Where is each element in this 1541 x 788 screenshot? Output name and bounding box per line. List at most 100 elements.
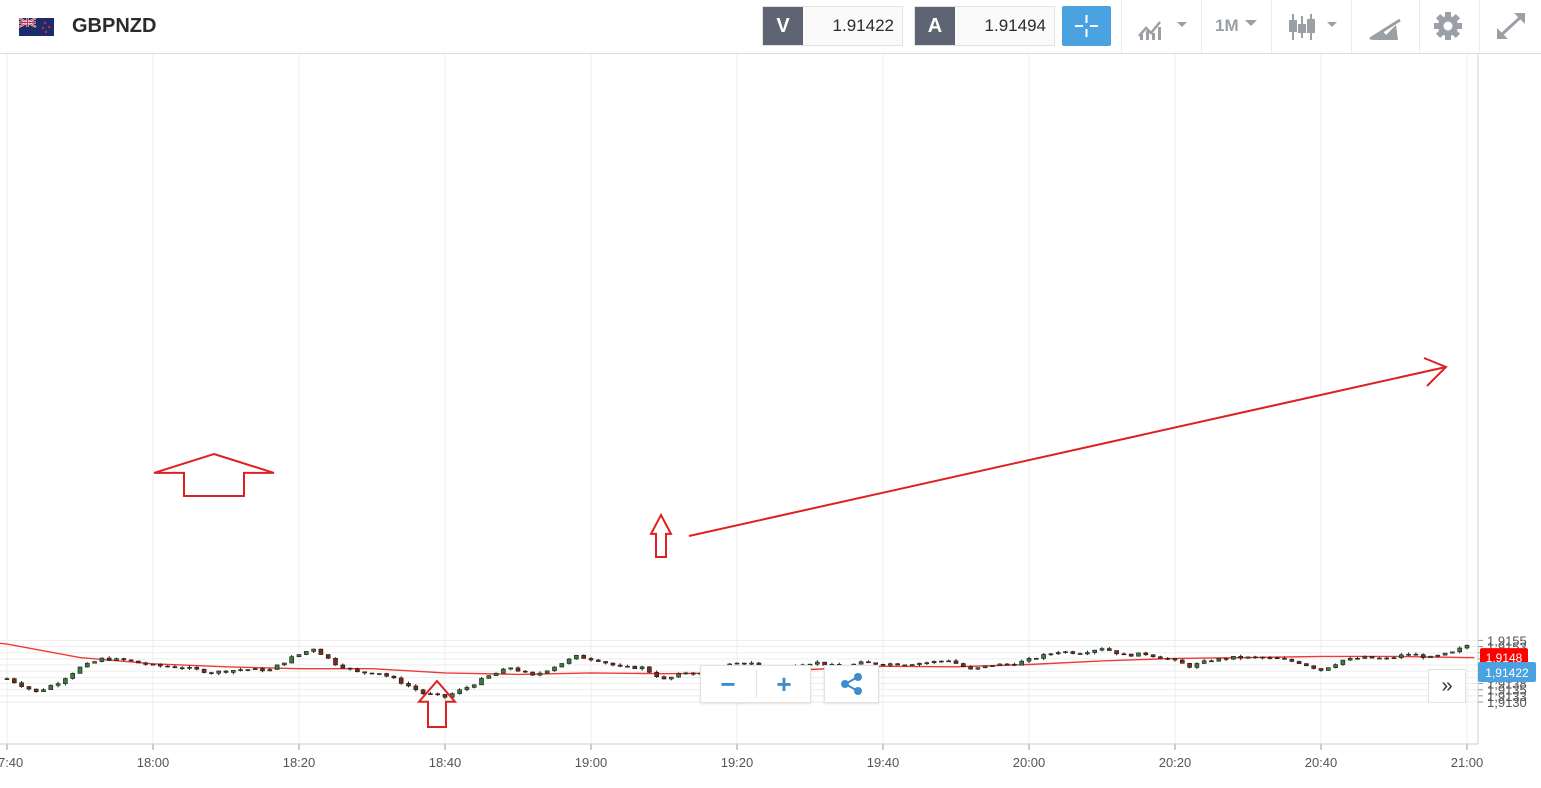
current-price-tag xyxy=(1478,661,1536,682)
bear-candle xyxy=(194,667,200,670)
bull-candle xyxy=(150,663,156,666)
bear-candle xyxy=(260,668,265,672)
price-label: 1,9130 xyxy=(1487,695,1527,710)
chart-type-button[interactable] xyxy=(1121,0,1201,53)
bear-candle xyxy=(442,694,448,698)
bear-candle xyxy=(362,671,368,674)
bear-candle xyxy=(1150,654,1156,658)
timeframe-label: 1M xyxy=(1215,16,1239,35)
bear-candle xyxy=(158,663,163,667)
bear-candle xyxy=(1274,657,1280,660)
bear-candle xyxy=(1143,652,1149,656)
bull-candle xyxy=(471,684,477,688)
sell-tag: V xyxy=(763,7,803,45)
bull-candle xyxy=(1267,657,1273,660)
bear-candle xyxy=(347,667,353,670)
bear-candle xyxy=(209,672,214,674)
ma-price-tag xyxy=(1480,648,1528,667)
bull-candle xyxy=(92,661,97,664)
drawing-icon xyxy=(1369,18,1401,41)
bull-candle xyxy=(1085,652,1090,655)
bull-candle xyxy=(566,658,572,664)
bear-candle xyxy=(165,665,170,668)
bear-candle xyxy=(515,667,521,672)
zoom-in-button[interactable]: + xyxy=(776,669,792,699)
bear-candle xyxy=(895,663,900,666)
bear-candle xyxy=(522,670,528,673)
gear-icon xyxy=(1434,12,1462,40)
sell-quote-button[interactable]: V 1.91422 xyxy=(762,6,903,46)
bull-candle xyxy=(552,666,557,672)
expand-panel-button[interactable]: » xyxy=(1428,669,1466,703)
bull-candle xyxy=(668,676,674,680)
time-label: 20:40 xyxy=(1305,755,1338,770)
bull-candle xyxy=(282,662,287,666)
bull-candle xyxy=(749,662,754,665)
bear-candle xyxy=(172,666,178,669)
bear-candle xyxy=(1077,653,1083,655)
bull-candle xyxy=(493,672,499,676)
expand-icon xyxy=(1496,12,1526,40)
timeframe-select[interactable]: 1M xyxy=(1201,0,1271,53)
bull-candle xyxy=(997,663,1003,666)
share-button[interactable] xyxy=(824,665,879,703)
candles-icon xyxy=(1289,14,1337,40)
bull-candle xyxy=(1399,654,1404,658)
bear-candle xyxy=(340,664,346,669)
bull-candle xyxy=(1201,660,1207,664)
bear-candle xyxy=(398,677,404,684)
bear-candle xyxy=(1158,656,1163,659)
bear-candle xyxy=(1296,661,1302,664)
bear-candle xyxy=(617,664,623,667)
bear-candle xyxy=(873,662,879,665)
bull-candle xyxy=(639,666,645,670)
bull-candle xyxy=(939,660,944,663)
bull-candle xyxy=(1377,657,1382,660)
zoom-out-button[interactable]: − xyxy=(720,669,736,699)
bear-candle xyxy=(245,669,251,671)
bull-candle xyxy=(70,673,75,679)
fullscreen-button[interactable] xyxy=(1479,0,1541,53)
bear-candle xyxy=(318,648,324,655)
settings-button[interactable] xyxy=(1419,0,1479,53)
bear-candle xyxy=(1128,653,1134,657)
time-label: 19:40 xyxy=(867,755,900,770)
price-label: 1,9133 xyxy=(1487,689,1527,704)
line-chart-icon xyxy=(1138,21,1187,40)
buy-quote-button[interactable]: A 1.91494 xyxy=(914,6,1055,46)
drawing-annotations[interactable] xyxy=(153,357,1448,728)
chart-toolbar: GBPNZD V 1.91422 A 1.91494 1M xyxy=(0,0,1541,54)
bear-candle xyxy=(654,671,660,678)
bull-candle xyxy=(902,664,908,667)
price-label: 1,9135 xyxy=(1487,683,1527,698)
bear-candle xyxy=(201,668,207,673)
price-label: 1,9155 xyxy=(1487,633,1527,648)
bull-candle xyxy=(1245,656,1251,659)
drawing-tools-button[interactable] xyxy=(1351,0,1419,53)
bull-candle xyxy=(1048,653,1054,656)
candle-style-button[interactable] xyxy=(1271,0,1351,53)
bear-candle xyxy=(121,658,127,661)
bear-candle xyxy=(391,675,397,679)
bear-candle xyxy=(968,666,973,670)
bull-candle xyxy=(625,665,630,668)
bull-candle xyxy=(1055,652,1061,655)
bull-candle xyxy=(1231,656,1236,660)
bull-candle xyxy=(1428,655,1433,658)
bull-candle xyxy=(982,665,988,668)
bear-candle xyxy=(1187,663,1192,668)
bear-candle xyxy=(369,672,375,675)
bear-candle xyxy=(632,665,638,670)
bull-candle xyxy=(1333,664,1338,668)
zoom-controls: − + xyxy=(700,665,811,703)
bull-candle xyxy=(85,662,90,668)
crosshair-button[interactable] xyxy=(1062,6,1111,46)
bear-candle xyxy=(1355,657,1360,660)
bear-candle xyxy=(143,662,148,665)
bear-candle xyxy=(106,657,112,661)
bear-candle xyxy=(1004,663,1010,666)
bull-candle xyxy=(858,661,864,665)
bear-candle xyxy=(1304,663,1309,667)
bear-candle xyxy=(406,683,411,687)
bull-candle xyxy=(311,648,316,652)
